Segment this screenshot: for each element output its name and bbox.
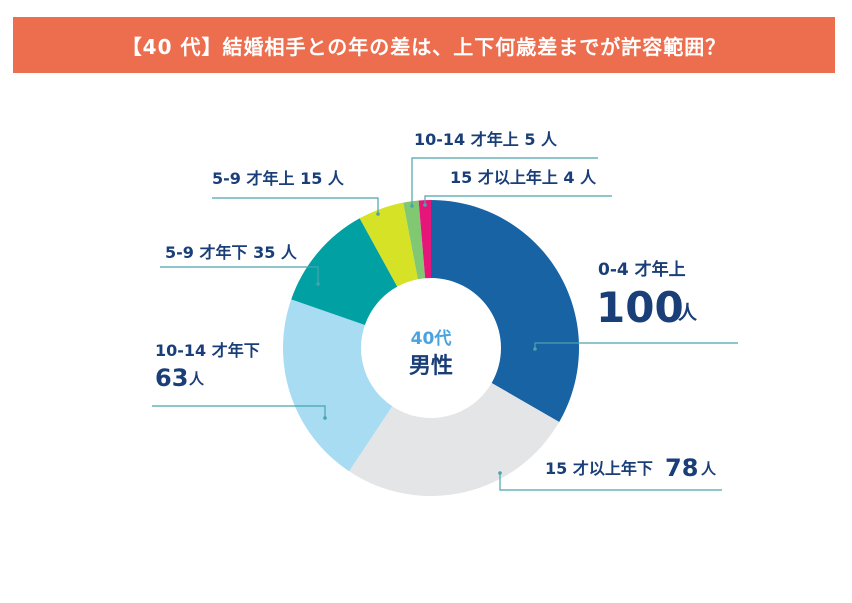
slice-value-4: 15 人: [300, 169, 345, 188]
slice-3: [291, 218, 398, 325]
slice-5: [403, 200, 426, 280]
leader-dot-4: [376, 212, 380, 216]
slice-text-4: 5-9 才年上 15 人: [212, 169, 345, 188]
slice-0: [431, 200, 579, 422]
leader-lines-group: [152, 157, 738, 491]
slice-category-3: 5-9 才年下: [165, 243, 253, 262]
slice-value-6: 4 人: [563, 168, 597, 187]
slice-4: [359, 202, 418, 287]
leader-dot-0: [533, 347, 537, 351]
slice-1: [349, 383, 560, 496]
leader-dot-2: [323, 416, 327, 420]
leader-line-1: [499, 473, 722, 491]
slice-label-6: 15 才以上年上 4 人: [450, 168, 597, 187]
center-label-age: 40代: [411, 328, 452, 349]
slice-6: [418, 200, 431, 279]
slice-category-0: 0-4 才年上: [598, 259, 686, 280]
slice-label-4: 5-9 才年上 15 人: [212, 169, 345, 188]
slice-value-2: 63: [155, 364, 188, 392]
leader-dot-6: [423, 203, 427, 207]
center-label-gender: 男性: [409, 354, 453, 379]
slice-text-6: 15 才以上年上 4 人: [450, 168, 597, 187]
slice-unit-2: 人: [189, 370, 205, 388]
leader-line-3: [160, 266, 319, 284]
slice-unit-1: 人: [701, 460, 717, 478]
leader-line-2: [152, 405, 326, 418]
slice-label-5: 10-14 才年上 5 人: [414, 130, 558, 149]
slice-value-3: 35 人: [253, 243, 298, 262]
leader-dot-5: [410, 204, 414, 208]
leader-line-0: [534, 342, 738, 349]
leader-dot-3: [316, 282, 320, 286]
slice-category-5: 10-14 才年上: [414, 130, 524, 149]
slice-unit-0: 人: [678, 302, 698, 324]
slice-category-1: 15 才以上年下: [545, 459, 653, 478]
slice-label-3: 5-9 才年下 35 人: [165, 243, 298, 262]
slice-2: [283, 299, 393, 472]
leader-dot-1: [498, 471, 502, 475]
slice-category-2: 10-14 才年下: [155, 341, 260, 360]
slice-value-1: 78: [665, 454, 698, 482]
slice-value-0: 100: [596, 283, 684, 332]
chart-title: 【40 代】結婚相手との年の差は、上下何歳差までが許容範囲？: [13, 17, 835, 73]
slice-label-2: 10-14 才年下 63 人: [155, 341, 260, 392]
slice-category-4: 5-9 才年上: [212, 169, 300, 188]
slice-value-5: 5 人: [524, 130, 558, 149]
slice-text-5: 10-14 才年上 5 人: [414, 130, 558, 149]
leader-line-6: [424, 195, 612, 205]
slices-group: [283, 200, 579, 496]
slice-label-1: 15 才以上年下 78 人: [545, 454, 717, 482]
leader-line-4: [212, 197, 379, 214]
slice-text-3: 5-9 才年下 35 人: [165, 243, 298, 262]
slice-category-6: 15 才以上年上: [450, 168, 563, 187]
leader-line-5: [411, 157, 598, 206]
